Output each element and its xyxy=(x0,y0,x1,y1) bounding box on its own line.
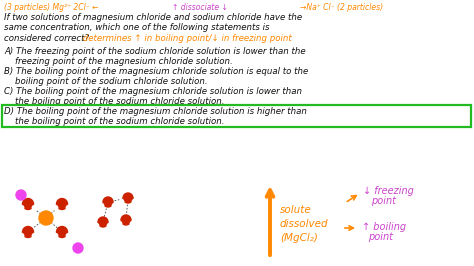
Text: B) The boiling point of the magnesium chloride solution is equal to the: B) The boiling point of the magnesium ch… xyxy=(4,66,308,76)
Circle shape xyxy=(66,205,71,210)
Text: ↓ freezing: ↓ freezing xyxy=(363,186,414,196)
Circle shape xyxy=(32,233,37,238)
Circle shape xyxy=(66,233,71,238)
Text: same concentration, which one of the following statements is: same concentration, which one of the fol… xyxy=(4,23,270,32)
Circle shape xyxy=(56,198,67,210)
Text: (3 particles) Mg²⁺ 2Cl⁻ ←: (3 particles) Mg²⁺ 2Cl⁻ ← xyxy=(4,3,99,12)
Circle shape xyxy=(73,243,83,253)
Circle shape xyxy=(94,223,99,228)
Circle shape xyxy=(98,217,108,227)
Circle shape xyxy=(123,193,133,203)
Text: freezing point of the magnesium chloride solution.: freezing point of the magnesium chloride… xyxy=(4,56,233,65)
Circle shape xyxy=(16,190,26,200)
Circle shape xyxy=(19,233,24,238)
Circle shape xyxy=(119,199,124,204)
Text: D) The boiling point of the magnesium chloride solution is higher than: D) The boiling point of the magnesium ch… xyxy=(4,106,307,115)
Text: considered correct?: considered correct? xyxy=(4,34,89,43)
Text: A) The freezing point of the sodium chloride solution is lower than the: A) The freezing point of the sodium chlo… xyxy=(4,47,306,56)
Text: the boiling point of the sodium chloride solution.: the boiling point of the sodium chloride… xyxy=(4,97,225,106)
Text: If two solutions of magnesium chloride and sodium chloride have the: If two solutions of magnesium chloride a… xyxy=(4,13,302,22)
Circle shape xyxy=(121,215,131,225)
Text: determines ↑ in boiling point/↓ in freezing point: determines ↑ in boiling point/↓ in freez… xyxy=(80,34,292,43)
Text: →Na⁺ Cl⁻ (2 particles): →Na⁺ Cl⁻ (2 particles) xyxy=(300,3,383,12)
Circle shape xyxy=(22,227,34,238)
Circle shape xyxy=(103,197,113,207)
Circle shape xyxy=(112,203,117,208)
Circle shape xyxy=(53,205,58,210)
Circle shape xyxy=(130,221,135,226)
Circle shape xyxy=(56,227,67,238)
Circle shape xyxy=(32,205,37,210)
Circle shape xyxy=(53,233,58,238)
Text: C) The boiling point of the magnesium chloride solution is lower than: C) The boiling point of the magnesium ch… xyxy=(4,86,302,95)
Text: solute
dissolved
(MgCl₂): solute dissolved (MgCl₂) xyxy=(280,205,328,243)
Circle shape xyxy=(39,211,53,225)
Circle shape xyxy=(132,199,137,204)
Circle shape xyxy=(117,221,122,226)
Text: point: point xyxy=(371,196,396,206)
Text: ↑ dissociate ↓: ↑ dissociate ↓ xyxy=(172,3,228,12)
Text: the boiling point of the sodium chloride solution.: the boiling point of the sodium chloride… xyxy=(4,117,225,126)
Text: point: point xyxy=(368,232,393,242)
Text: boiling point of the sodium chloride solution.: boiling point of the sodium chloride sol… xyxy=(4,77,208,85)
Text: ↑ boiling: ↑ boiling xyxy=(362,222,406,232)
Circle shape xyxy=(22,198,34,210)
Circle shape xyxy=(19,205,24,210)
Circle shape xyxy=(99,203,104,208)
Circle shape xyxy=(107,223,112,228)
